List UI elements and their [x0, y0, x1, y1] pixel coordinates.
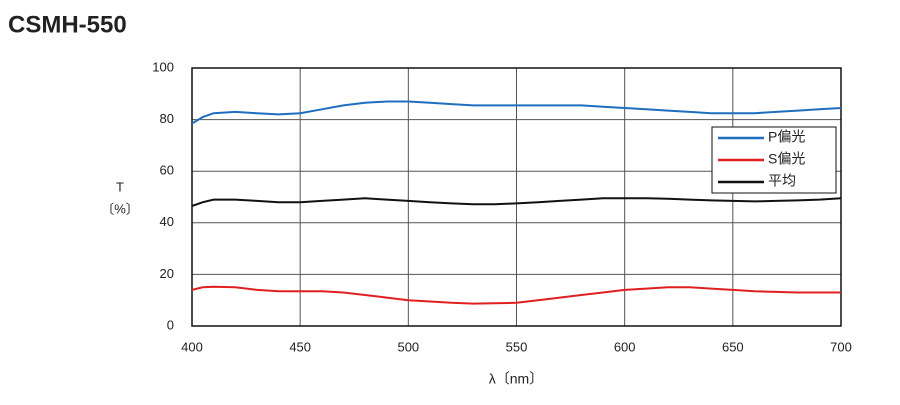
x-tick-label: 500 [397, 339, 419, 354]
y-tick-label: 100 [152, 59, 174, 74]
x-tick-label: 700 [830, 339, 852, 354]
legend-label: P偏光 [768, 129, 805, 145]
legend-label: S偏光 [768, 151, 805, 167]
series-line [191, 197, 842, 207]
series-line [191, 285, 841, 305]
y-tick-label: 80 [160, 111, 174, 126]
x-tick-label: 450 [289, 339, 311, 354]
y-label: T [116, 179, 124, 194]
plot-frame [191, 67, 842, 327]
y-tick-label: 60 [160, 163, 174, 178]
x-tick-label: 600 [614, 339, 636, 354]
series-line [191, 100, 842, 125]
legend-label: 平均 [768, 173, 796, 189]
x-tick-label: 400 [181, 339, 203, 354]
y-unit: 〔%〕 [101, 201, 139, 216]
x-tick-label: 550 [506, 339, 528, 354]
y-tick-label: 40 [160, 214, 174, 229]
y-tick-label: 0 [167, 317, 174, 332]
y-tick-label: 20 [160, 266, 174, 281]
chart-title: CSMH-550 [8, 11, 127, 38]
x-tick-label: 650 [722, 339, 744, 354]
x-label: λ〔nm〕 [489, 371, 543, 387]
